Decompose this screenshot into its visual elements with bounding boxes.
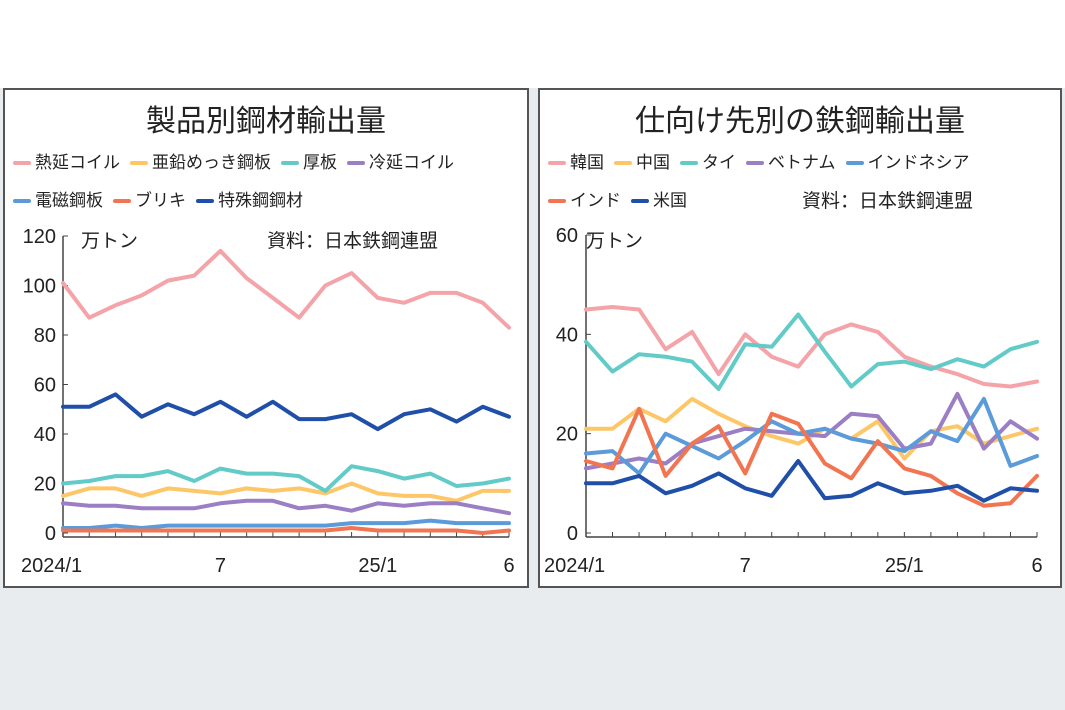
legend-item: 厚板 bbox=[281, 148, 337, 173]
x-tick-label: 2024/1 bbox=[544, 555, 605, 577]
series-line bbox=[61, 518, 511, 530]
legend-label: タイ bbox=[702, 153, 736, 173]
x-tick-label: 6 bbox=[503, 555, 514, 577]
legend: 熱延コイル 亜鉛めっき鋼板 厚板 冷延コイル bbox=[13, 148, 464, 173]
legend-swatch bbox=[548, 161, 566, 165]
legend-swatch bbox=[13, 199, 31, 203]
legend-swatch bbox=[680, 161, 698, 165]
legend-item: 亜鉛めっき鋼板 bbox=[130, 148, 271, 173]
chart-title: 仕向け先別の鉄鋼輸出量 bbox=[635, 104, 965, 139]
legend-item: 韓国 bbox=[548, 148, 604, 173]
x-tick-label: 7 bbox=[215, 555, 226, 577]
legend-label: インドネシア bbox=[867, 153, 970, 173]
legend-label: 冷延コイル bbox=[369, 153, 454, 173]
series-line bbox=[61, 464, 511, 493]
legend-label: 電磁鋼板 bbox=[35, 191, 103, 211]
legend-swatch bbox=[281, 161, 299, 165]
legend: インド 米国 bbox=[548, 186, 697, 211]
legend-swatch bbox=[746, 161, 764, 165]
legend: 韓国 中国 タイ ベトナム インドネシア bbox=[548, 148, 980, 173]
top-band bbox=[0, 0, 1065, 88]
legend-item: 電磁鋼板 bbox=[13, 186, 103, 211]
legend-item: タイ bbox=[680, 148, 736, 173]
legend-item: 特殊鋼鋼材 bbox=[196, 186, 303, 211]
legend-item: インド bbox=[548, 186, 621, 211]
y-tick-label: 20 bbox=[34, 474, 56, 496]
legend-item: 熱延コイル bbox=[13, 148, 120, 173]
y-tick-label: 100 bbox=[23, 276, 56, 298]
legend-item: インドネシア bbox=[845, 148, 970, 173]
source-label: 資料：日本鉄鋼連盟 bbox=[267, 230, 439, 252]
legend-item: 中国 bbox=[614, 148, 670, 173]
legend-label: 厚板 bbox=[303, 153, 337, 173]
legend-label: ベトナム bbox=[768, 153, 836, 173]
legend-label: 亜鉛めっき鋼板 bbox=[152, 153, 271, 173]
legend-label: 熱延コイル bbox=[35, 153, 120, 173]
legend-swatch bbox=[196, 199, 214, 203]
unit-label: 万トン bbox=[586, 230, 644, 252]
series-line bbox=[584, 396, 1039, 476]
series-line bbox=[61, 248, 511, 330]
legend-swatch bbox=[347, 161, 365, 165]
legend-swatch bbox=[548, 199, 566, 203]
legend-swatch bbox=[13, 161, 31, 165]
legend-item: ベトナム bbox=[746, 148, 836, 173]
x-tick-label: 7 bbox=[740, 555, 751, 577]
chart-panel-destinations: 仕向け先別の鉄鋼輸出量 韓国 中国 タイ ベトナム インドネシア インド 米国 万トン 資… bbox=[538, 88, 1062, 588]
chart-title: 製品別鋼材輸出量 bbox=[146, 104, 386, 139]
legend-swatch bbox=[130, 161, 148, 165]
x-tick-label: 6 bbox=[1031, 555, 1042, 577]
series-line bbox=[584, 406, 1039, 508]
legend-item: 冷延コイル bbox=[347, 148, 454, 173]
y-tick-label: 80 bbox=[34, 325, 56, 347]
y-tick-label: 40 bbox=[34, 424, 56, 446]
legend-label: 特殊鋼鋼材 bbox=[218, 191, 303, 211]
y-tick-label: 120 bbox=[23, 226, 56, 248]
unit-label: 万トン bbox=[81, 230, 139, 252]
series-line bbox=[584, 305, 1039, 389]
series-line bbox=[61, 392, 511, 432]
series-line bbox=[61, 498, 511, 516]
x-tick-label: 25/1 bbox=[885, 555, 924, 577]
y-tick-label: 0 bbox=[567, 523, 578, 545]
legend-item: ブリキ bbox=[113, 186, 186, 211]
y-tick-label: 20 bbox=[556, 424, 578, 446]
series-line bbox=[61, 481, 511, 503]
y-tick-label: 60 bbox=[556, 225, 578, 247]
legend-label: ブリキ bbox=[135, 191, 186, 211]
legend-label: インド bbox=[570, 191, 621, 211]
y-tick-label: 0 bbox=[45, 523, 56, 545]
legend-swatch bbox=[113, 199, 131, 203]
x-tick-label: 25/1 bbox=[358, 555, 397, 577]
y-tick-label: 60 bbox=[34, 375, 56, 397]
legend-label: 米国 bbox=[653, 191, 687, 211]
legend-swatch bbox=[631, 199, 649, 203]
series-line bbox=[584, 312, 1039, 391]
legend-swatch bbox=[845, 161, 864, 165]
legend-label: 韓国 bbox=[570, 153, 604, 173]
y-tick-label: 40 bbox=[556, 324, 578, 346]
series-line bbox=[61, 526, 511, 535]
legend: 電磁鋼板 ブリキ 特殊鋼鋼材 bbox=[13, 186, 313, 211]
legend-item: 米国 bbox=[631, 186, 687, 211]
source-label: 資料：日本鉄鋼連盟 bbox=[802, 190, 974, 212]
legend-swatch bbox=[614, 161, 632, 165]
series-line bbox=[584, 459, 1039, 503]
x-tick-label: 2024/1 bbox=[21, 555, 82, 577]
legend-label: 中国 bbox=[636, 153, 670, 173]
